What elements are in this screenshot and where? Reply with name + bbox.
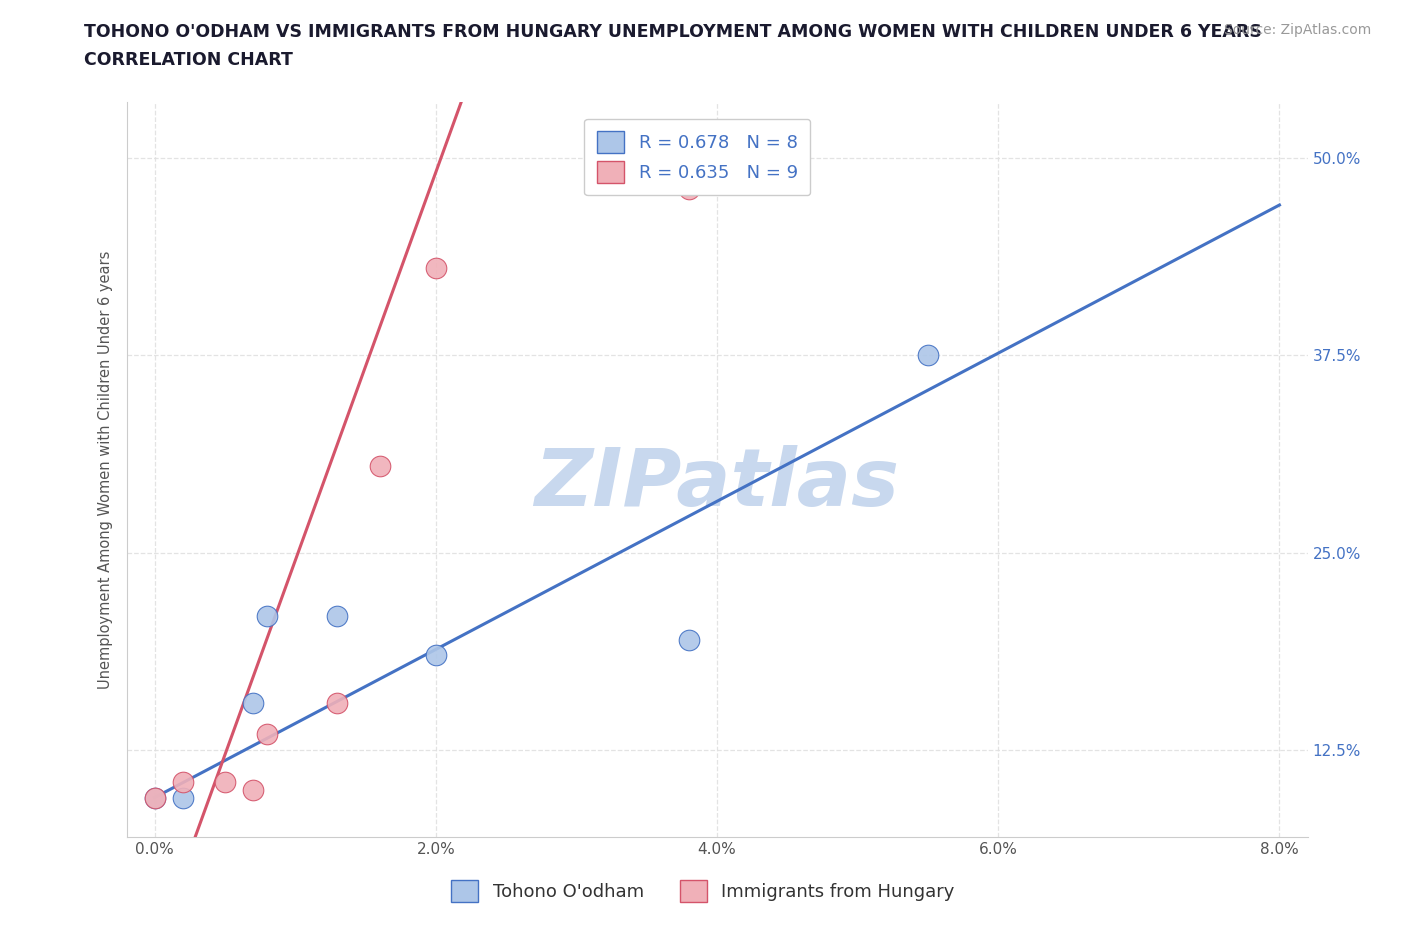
Point bbox=[143, 790, 166, 805]
Point bbox=[172, 790, 194, 805]
Point bbox=[256, 727, 278, 742]
Point bbox=[214, 775, 236, 790]
Text: CORRELATION CHART: CORRELATION CHART bbox=[84, 51, 294, 69]
Point bbox=[172, 775, 194, 790]
Point bbox=[326, 608, 349, 623]
Point bbox=[368, 458, 391, 473]
Legend: R = 0.678   N = 8, R = 0.635   N = 9: R = 0.678 N = 8, R = 0.635 N = 9 bbox=[585, 119, 810, 195]
Point bbox=[256, 608, 278, 623]
Text: Source: ZipAtlas.com: Source: ZipAtlas.com bbox=[1223, 23, 1371, 37]
Point bbox=[143, 790, 166, 805]
Point bbox=[425, 260, 447, 275]
Point bbox=[242, 696, 264, 711]
Point bbox=[242, 782, 264, 797]
Legend: Tohono O'odham, Immigrants from Hungary: Tohono O'odham, Immigrants from Hungary bbox=[437, 866, 969, 916]
Text: ZIPatlas: ZIPatlas bbox=[534, 445, 900, 524]
Y-axis label: Unemployment Among Women with Children Under 6 years: Unemployment Among Women with Children U… bbox=[97, 250, 112, 689]
Text: TOHONO O'ODHAM VS IMMIGRANTS FROM HUNGARY UNEMPLOYMENT AMONG WOMEN WITH CHILDREN: TOHONO O'ODHAM VS IMMIGRANTS FROM HUNGAR… bbox=[84, 23, 1263, 41]
Point bbox=[678, 632, 700, 647]
Point bbox=[326, 696, 349, 711]
Point bbox=[678, 181, 700, 196]
Point bbox=[425, 648, 447, 663]
Point bbox=[917, 348, 939, 363]
